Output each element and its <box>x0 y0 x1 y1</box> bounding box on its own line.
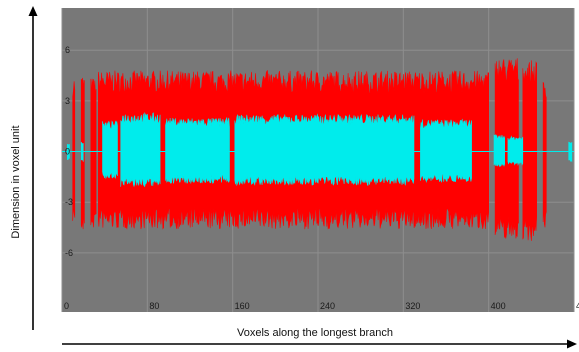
plot-area: 0 80 160 240 320 400 480 6 3 0 -3 -6 <box>61 8 579 312</box>
series-1-segment-3 <box>120 112 161 188</box>
x-tick-label-6: 480 <box>576 301 579 311</box>
series-1-segment-6 <box>420 118 472 184</box>
y-tick-label-4: -6 <box>65 248 73 258</box>
x-tick-label-5: 400 <box>491 301 506 311</box>
series-0-segment-2 <box>90 78 97 228</box>
series-1 <box>67 112 573 188</box>
x-tick-label-0: 0 <box>64 301 69 311</box>
x-tick-label-1: 80 <box>149 301 159 311</box>
x-tick-label-3: 240 <box>320 301 335 311</box>
series-1-segment-7 <box>493 134 506 168</box>
series-0-segment-5 <box>522 60 538 241</box>
y-axis-arrowhead <box>28 6 38 16</box>
x-tick-label-4: 320 <box>405 301 420 311</box>
series-1-segment-2 <box>102 120 118 180</box>
tick-labels: 0 80 160 240 320 400 480 6 3 0 -3 -6 <box>64 45 579 311</box>
y-axis-label: Dimension in voxel unit <box>10 125 22 238</box>
y-tick-label-3: -3 <box>65 197 73 207</box>
x-axis-arrowhead <box>567 339 577 349</box>
series-1-segment-4 <box>165 116 230 184</box>
series-layer <box>67 58 573 241</box>
series-0-segment-4 <box>494 58 519 239</box>
series-0-segment-6 <box>542 81 547 228</box>
y-tick-label-0: 6 <box>65 45 70 55</box>
y-tick-label-2: 0 <box>65 147 70 157</box>
x-tick-label-2: 160 <box>235 301 250 311</box>
series-1-segment-5 <box>234 113 415 187</box>
y-tick-label-1: 3 <box>65 96 70 106</box>
x-axis-label: Voxels along the longest branch <box>237 327 393 339</box>
series-1-segment-8 <box>507 135 524 166</box>
